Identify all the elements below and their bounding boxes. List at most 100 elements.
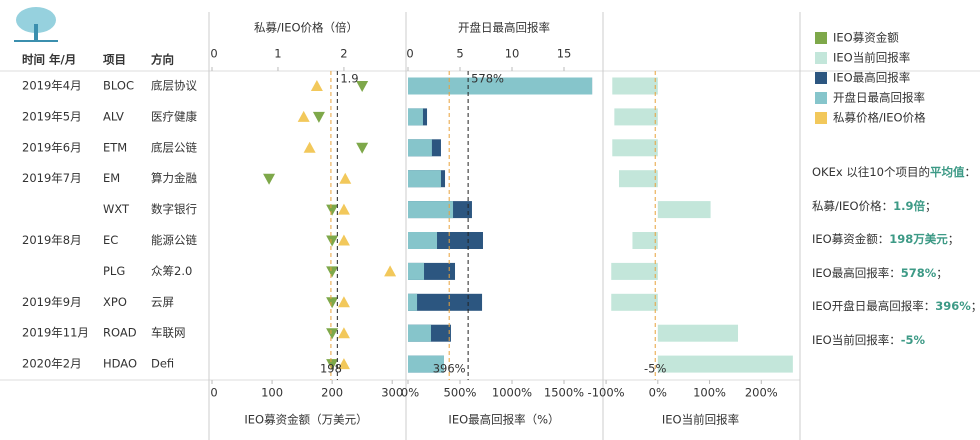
marker bbox=[326, 297, 339, 309]
bar bbox=[657, 201, 711, 219]
note: IEO募资金额：198万美元； bbox=[812, 227, 980, 261]
bar bbox=[614, 108, 658, 126]
column-header: 方向 bbox=[151, 53, 174, 67]
bar bbox=[408, 108, 423, 126]
legend-swatch bbox=[815, 112, 827, 124]
bar bbox=[408, 293, 483, 311]
bar bbox=[408, 324, 431, 342]
table-cell: 底层公链 bbox=[151, 140, 197, 154]
bar bbox=[408, 355, 444, 373]
table-cell: 算力金融 bbox=[151, 171, 197, 185]
legend-label: IEO募资金额 bbox=[833, 31, 899, 45]
tick-label: 1500% bbox=[544, 386, 584, 400]
tick-label: -100% bbox=[588, 386, 625, 400]
tick-label: 15 bbox=[557, 47, 572, 61]
bar bbox=[408, 232, 438, 249]
tick-label: 2 bbox=[340, 47, 347, 61]
tick-label: 0% bbox=[401, 386, 419, 400]
marker bbox=[326, 266, 339, 278]
marker bbox=[326, 328, 339, 340]
table-cell: 众筹2.0 bbox=[151, 264, 192, 278]
marker bbox=[312, 111, 325, 123]
logo bbox=[14, 7, 58, 42]
legend-label: IEO最高回报率 bbox=[833, 71, 910, 85]
note-value: 1.9倍 bbox=[893, 198, 925, 213]
tick-label: 100% bbox=[693, 386, 726, 400]
reference-label: -5% bbox=[644, 362, 666, 376]
tick-label: 0 bbox=[210, 47, 217, 61]
tick-label: 1000% bbox=[492, 386, 532, 400]
table-cell: 2019年11月 bbox=[22, 326, 89, 340]
bar bbox=[657, 324, 739, 342]
note: 私募/IEO价格：1.9倍； bbox=[812, 194, 980, 228]
marker bbox=[326, 235, 339, 247]
table-cell: Defi bbox=[151, 357, 174, 371]
tick-label: 1 bbox=[274, 47, 281, 61]
tick-label: 10 bbox=[505, 47, 520, 61]
bar bbox=[408, 77, 593, 95]
table-cell: 2019年7月 bbox=[22, 171, 82, 185]
marker bbox=[356, 81, 369, 92]
marker bbox=[326, 204, 339, 216]
legend-swatch bbox=[815, 52, 827, 64]
note-text: ； bbox=[947, 232, 960, 246]
bar bbox=[611, 293, 658, 311]
marker bbox=[337, 296, 350, 308]
marker bbox=[310, 80, 323, 91]
marker bbox=[326, 359, 339, 371]
tick-label: 100 bbox=[261, 386, 283, 400]
bar bbox=[408, 139, 432, 157]
note-text: ； bbox=[971, 299, 980, 313]
table-cell: 2020年2月 bbox=[22, 357, 82, 371]
table-cell: XPO bbox=[103, 295, 127, 309]
table-cell: 车联网 bbox=[151, 326, 186, 340]
x-axis-title: IEO当前回报率 bbox=[662, 413, 739, 427]
reference-label: 578% bbox=[471, 72, 504, 86]
note-text: ； bbox=[924, 198, 937, 213]
marker bbox=[384, 265, 397, 277]
reference-label: 1.9 bbox=[340, 72, 358, 86]
note: IEO开盘日最高回报率：396%； bbox=[812, 294, 980, 328]
note-text: IEO最高回报率： bbox=[812, 265, 901, 280]
table-cell: 2019年8月 bbox=[22, 233, 82, 247]
bar bbox=[611, 262, 658, 280]
marker bbox=[337, 358, 350, 370]
bar bbox=[408, 262, 425, 280]
bar bbox=[619, 170, 658, 188]
marker bbox=[337, 203, 350, 215]
table-cell: 2019年5月 bbox=[22, 109, 82, 123]
top-axis-title: 开盘日最高回报率 bbox=[458, 21, 550, 35]
tick-label: 0% bbox=[649, 386, 667, 400]
bar bbox=[408, 170, 441, 188]
table-cell: 数字银行 bbox=[151, 202, 197, 216]
table-cell: 底层协议 bbox=[151, 79, 197, 93]
note-value: 198万美元 bbox=[889, 232, 948, 246]
bar bbox=[408, 201, 454, 219]
note-value: 578% bbox=[900, 265, 937, 280]
reference-label: 198 bbox=[320, 362, 342, 376]
tick-label: 500% bbox=[444, 386, 477, 400]
note-value: 396% bbox=[935, 299, 971, 313]
table-cell: BLOC bbox=[103, 79, 134, 93]
column-header: 项目 bbox=[103, 53, 126, 67]
table-cell: WXT bbox=[103, 202, 130, 216]
legend-swatch bbox=[815, 72, 827, 84]
marker bbox=[339, 172, 352, 184]
column-header: 时间 年/月 bbox=[22, 53, 76, 67]
marker bbox=[263, 173, 276, 185]
note: IEO最高回报率：578%； bbox=[812, 261, 980, 295]
note: IEO当前回报率：-5% bbox=[812, 328, 980, 362]
legend-label: IEO当前回报率 bbox=[833, 51, 910, 65]
note-text: IEO当前回报率： bbox=[812, 332, 901, 347]
table-cell: HDAO bbox=[103, 357, 137, 371]
tick-label: 300 bbox=[381, 386, 403, 400]
table-cell: 医疗健康 bbox=[151, 109, 197, 123]
legend-label: 私募价格/IEO价格 bbox=[833, 111, 926, 125]
bar bbox=[657, 355, 793, 373]
table-cell: 2019年9月 bbox=[22, 295, 82, 309]
x-axis-title: IEO最高回报率（%） bbox=[448, 413, 559, 427]
marker bbox=[297, 110, 310, 122]
bar bbox=[408, 293, 418, 311]
bar bbox=[612, 77, 658, 95]
